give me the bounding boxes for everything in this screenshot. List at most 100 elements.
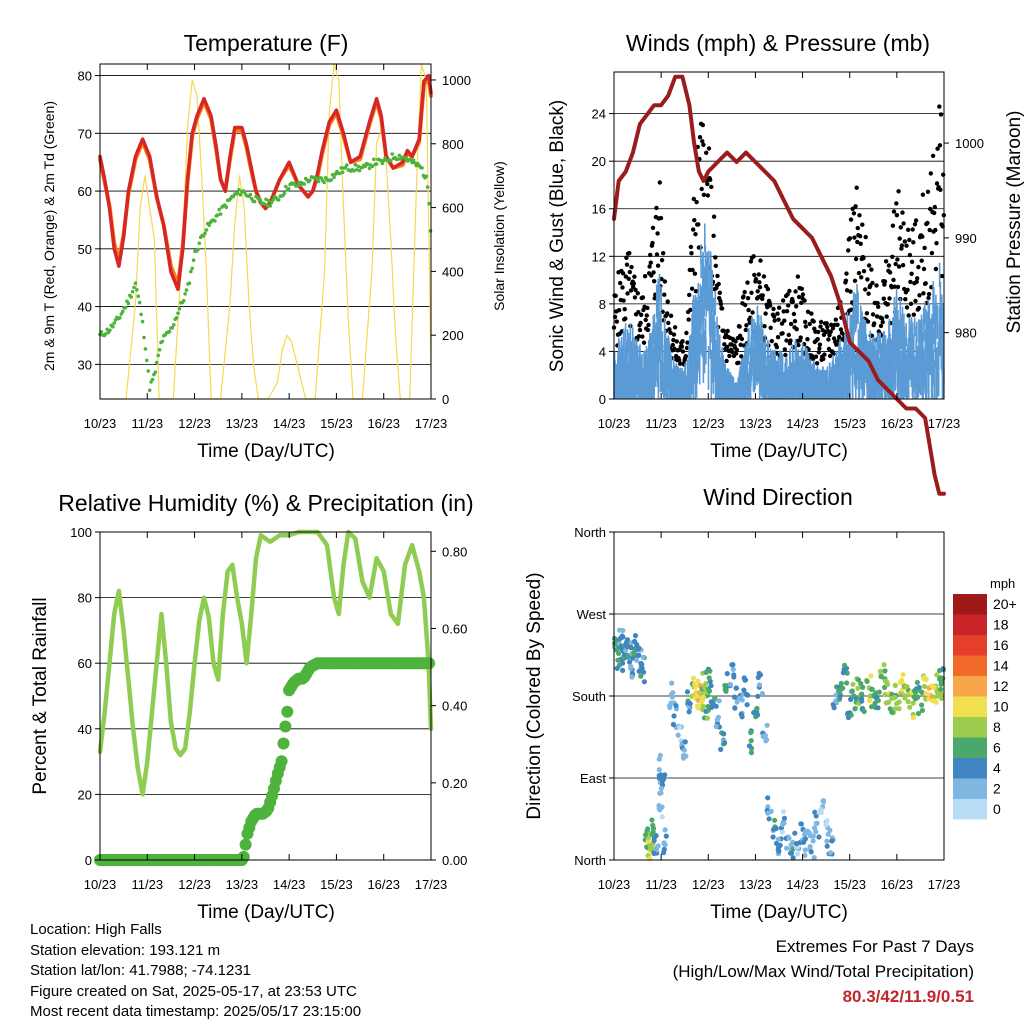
gust-point — [787, 288, 792, 294]
x-tick-label: 10/23 — [598, 416, 631, 431]
gust-point — [671, 337, 676, 343]
gust-point — [938, 187, 943, 192]
gust-point — [838, 327, 844, 332]
gust-point — [784, 309, 790, 314]
gust-point — [937, 104, 942, 109]
gust-point — [817, 342, 823, 347]
gust-point — [803, 324, 808, 329]
gust-point — [649, 273, 654, 278]
direction-point — [795, 851, 801, 857]
x-tick-label: 17/23 — [415, 416, 448, 431]
direction-point — [792, 830, 798, 836]
gust-point — [650, 240, 655, 246]
dewpoint-point — [191, 258, 196, 263]
direction-point — [765, 810, 771, 816]
direction-point — [938, 679, 945, 685]
dewpoint-point — [187, 281, 192, 286]
gust-point — [777, 305, 782, 310]
direction-point — [824, 838, 830, 844]
gust-point — [932, 204, 937, 210]
dewpoint-point — [142, 335, 146, 340]
gust-point — [799, 300, 804, 305]
x-tick-label: 14/23 — [273, 416, 306, 431]
gust-point — [800, 292, 806, 297]
y-tick-label: 8 — [599, 297, 606, 312]
gust-point — [692, 271, 698, 276]
gust-point — [782, 318, 787, 323]
gust-point — [805, 309, 811, 314]
gust-point — [875, 300, 880, 306]
dewpoint-point — [380, 161, 385, 166]
y2-tick-label: 980 — [955, 326, 977, 341]
gust-point — [752, 272, 757, 278]
gust-point — [719, 306, 725, 311]
dewpoint-point — [366, 162, 370, 167]
direction-point — [781, 815, 788, 822]
gust-point — [661, 251, 666, 256]
gust-point — [753, 276, 759, 282]
direction-point — [919, 702, 925, 708]
dewpoint-point — [140, 319, 145, 324]
extremes-title: Extremes For Past 7 Days — [775, 937, 974, 956]
gust-point — [933, 266, 939, 272]
x-tick-label: 15/23 — [320, 416, 353, 431]
direction-point — [687, 701, 693, 707]
gust-point — [768, 325, 773, 330]
precip-point — [281, 705, 294, 718]
dewpoint-point — [420, 166, 424, 170]
direction-point — [855, 685, 861, 691]
direction-point — [784, 845, 790, 851]
dewpoint-point — [177, 307, 182, 311]
direction-point — [829, 838, 835, 844]
gust-point — [861, 269, 867, 274]
gust-point — [855, 225, 860, 231]
y-tick-label: East — [580, 771, 606, 786]
winds-pressure-panel: Winds (mph) & Pressure (mb) 10/23 11/23 12… — [547, 30, 1024, 496]
direction-point — [844, 670, 850, 676]
gust-point — [788, 338, 793, 343]
direction-point — [849, 688, 855, 694]
legend-label: 10 — [993, 699, 1009, 715]
y-tick-label: 24 — [592, 107, 606, 122]
gust-point — [632, 274, 637, 279]
gust-point — [793, 289, 798, 294]
gust-point — [689, 251, 694, 256]
direction-point — [910, 700, 916, 706]
gust-point — [909, 271, 914, 276]
gust-point — [655, 231, 660, 236]
gust-point — [637, 327, 643, 333]
legend-label: 8 — [993, 719, 1001, 735]
gust-point — [671, 332, 677, 337]
dewpoint-point — [248, 192, 253, 197]
gust-point — [925, 189, 931, 194]
dewpoint-point — [190, 266, 194, 271]
direction-point — [686, 709, 692, 715]
gust-point — [628, 288, 634, 293]
direction-point — [708, 683, 714, 689]
direction-point — [825, 831, 831, 837]
gust-point — [930, 153, 936, 158]
direction-point — [655, 843, 661, 849]
gust-point — [694, 199, 699, 205]
humidity-line — [97, 529, 434, 797]
direction-point — [779, 829, 785, 835]
gust-point — [780, 298, 786, 303]
gust-point — [902, 286, 907, 292]
gust-point — [680, 339, 685, 344]
direction-point — [659, 804, 665, 810]
x-tick-label: 16/23 — [367, 877, 400, 892]
direction-point — [831, 705, 837, 711]
gust-point — [906, 313, 911, 318]
gust-point — [646, 322, 651, 328]
direction-point — [841, 662, 848, 668]
gust-point — [870, 280, 875, 286]
y-tick-label: South — [572, 689, 606, 704]
dewpoint-point — [345, 163, 349, 167]
x-tick-label: 11/23 — [645, 416, 677, 431]
direction-point — [669, 694, 675, 700]
direction-point — [850, 681, 856, 687]
dewpoint-point — [118, 316, 122, 320]
gust-point — [618, 280, 623, 286]
temperature-ylabel: 2m & 9m T (Red, Orange) & 2m Td (Green) — [41, 101, 57, 371]
direction-point — [938, 691, 944, 697]
